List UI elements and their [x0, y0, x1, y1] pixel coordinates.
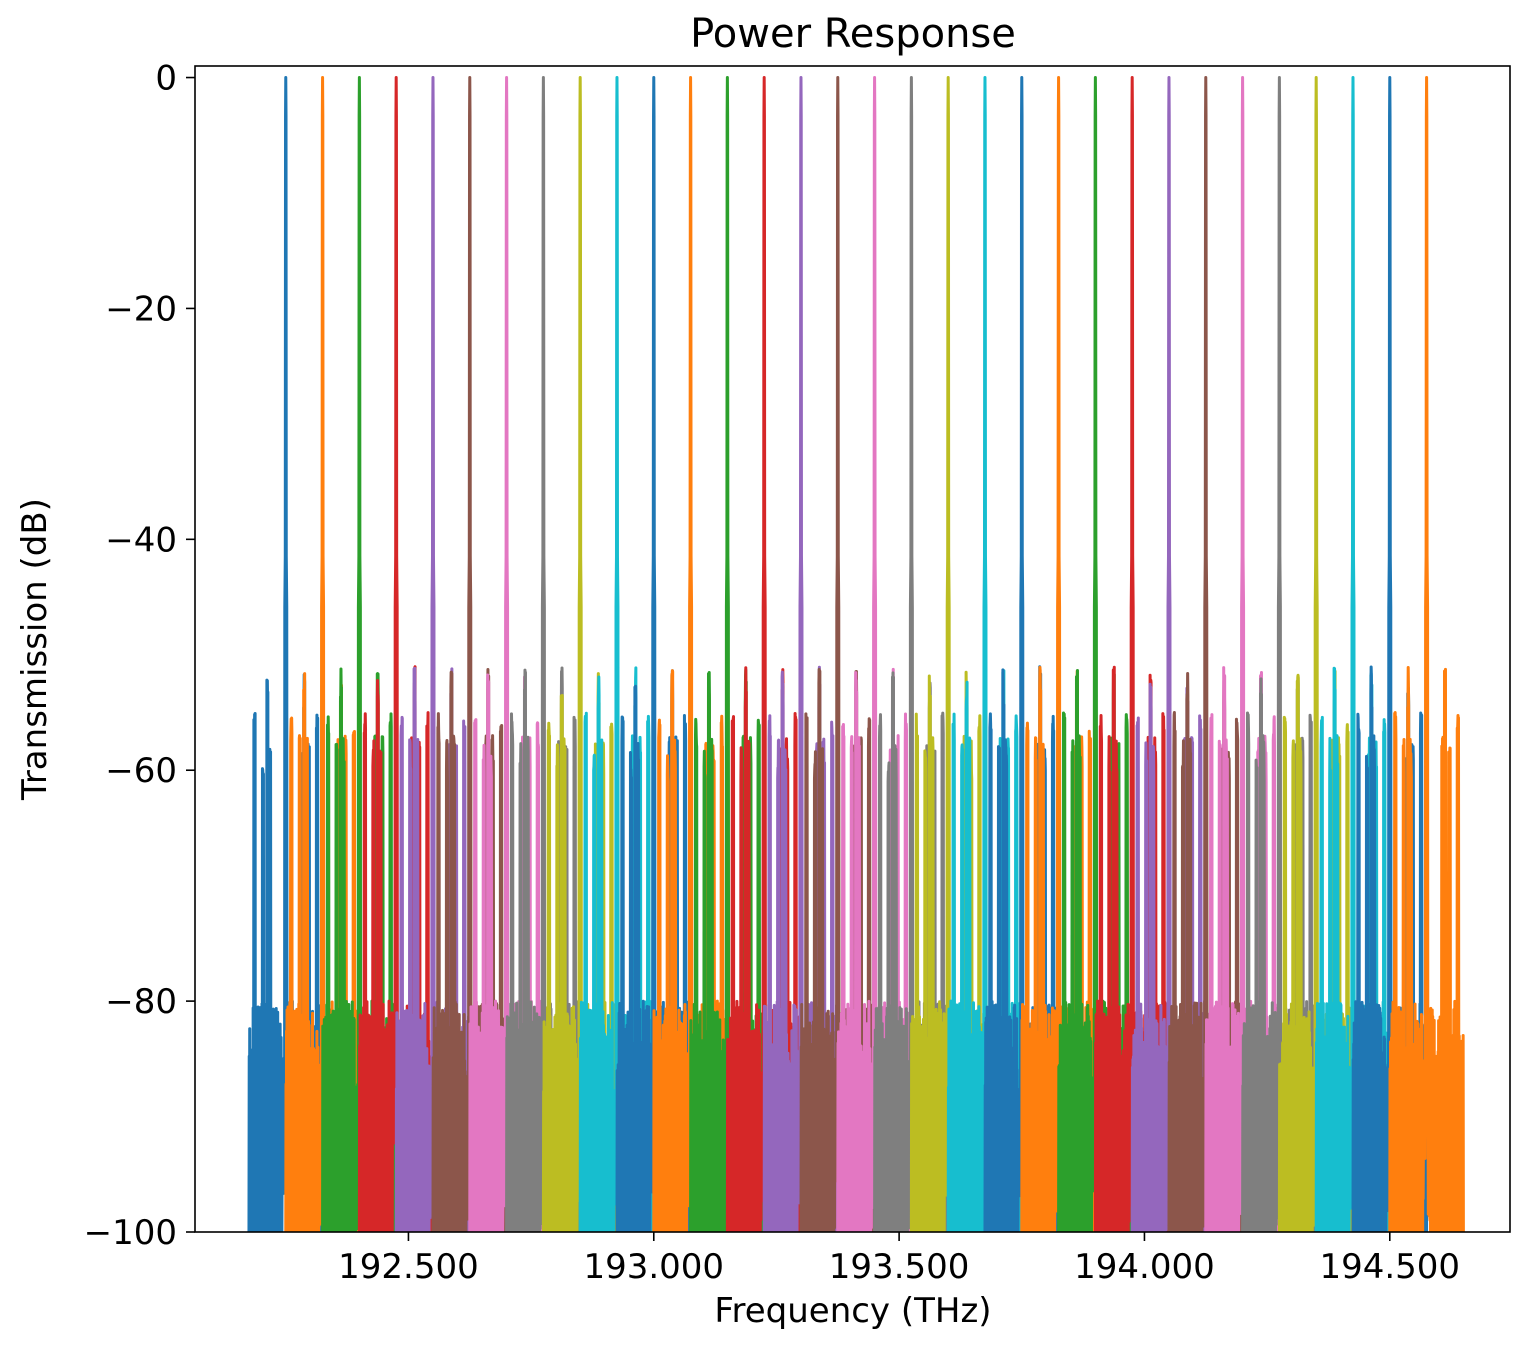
series-line	[1388, 76, 1465, 1232]
x-axis: 192.500 193.000 193.500 194.000 194.500	[338, 1232, 1460, 1287]
series-line	[394, 76, 472, 1232]
y-tick-label: 0	[155, 59, 177, 99]
series-line	[1130, 76, 1208, 1232]
series-line	[1093, 76, 1171, 1232]
series-line	[725, 76, 803, 1232]
y-axis: 0 −20 −40 −60 −80 −100	[84, 59, 195, 1253]
x-tick-label: 194.500	[1319, 1247, 1460, 1287]
x-tick-label: 194.000	[1074, 1247, 1215, 1287]
x-axis-label: Frequency (THz)	[714, 1291, 991, 1331]
y-tick-label: −60	[105, 751, 177, 791]
series-line	[652, 76, 729, 1232]
series-line	[247, 76, 325, 1232]
series-line	[468, 76, 545, 1232]
series-line	[873, 76, 950, 1232]
series-line	[983, 76, 1061, 1232]
series-line	[762, 76, 840, 1232]
series-line	[615, 76, 693, 1232]
series-line	[1204, 76, 1281, 1232]
y-tick-label: −100	[84, 1213, 177, 1253]
series-line	[799, 76, 877, 1232]
series-line	[541, 76, 619, 1232]
series-line	[1057, 76, 1134, 1232]
series-line	[578, 76, 656, 1232]
series-line	[1020, 76, 1097, 1232]
series-line	[431, 76, 509, 1232]
series-line	[836, 76, 913, 1232]
y-tick-label: −20	[105, 289, 177, 329]
series-line	[1241, 76, 1318, 1232]
series-line	[357, 76, 435, 1232]
y-tick-label: −80	[105, 982, 177, 1022]
series-line	[284, 76, 361, 1232]
axes-frame	[194, 65, 1511, 1233]
series-line	[1351, 76, 1429, 1232]
plot-area	[247, 76, 1465, 1232]
series-line	[505, 76, 582, 1232]
series-line	[909, 76, 987, 1232]
x-tick-label: 192.500	[338, 1247, 479, 1287]
series-line	[1314, 76, 1392, 1232]
series-line	[689, 76, 766, 1232]
series-line	[1277, 76, 1355, 1232]
y-axis-label: Transmission (dB)	[15, 498, 55, 801]
series-line	[321, 76, 398, 1232]
x-tick-label: 193.000	[583, 1247, 724, 1287]
series-line	[1167, 76, 1245, 1232]
chart-title: Power Response	[690, 11, 1016, 57]
y-tick-label: −40	[105, 520, 177, 560]
x-tick-label: 193.500	[829, 1247, 970, 1287]
series-line	[946, 76, 1024, 1232]
